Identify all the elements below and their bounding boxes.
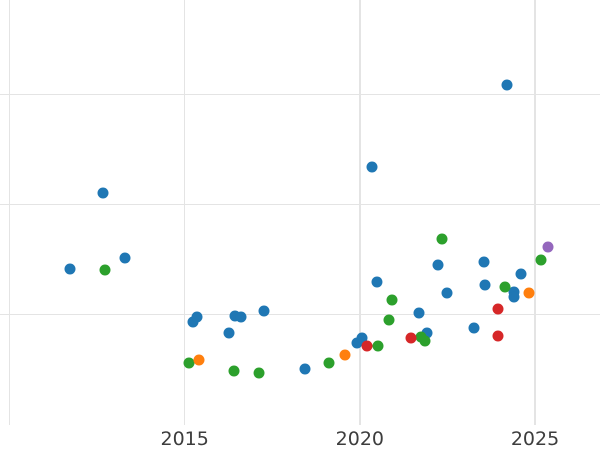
scatter-point-blue: [235, 311, 247, 323]
scatter-point-blue: [468, 322, 480, 334]
scatter-point-green: [253, 367, 265, 379]
scatter-point-blue: [478, 256, 490, 268]
scatter-point-blue: [501, 79, 513, 91]
x-tick-label: 2015: [160, 428, 209, 450]
scatter-point-green: [99, 264, 111, 276]
scatter-point-purple: [542, 241, 554, 252]
scatter-point-blue: [441, 287, 453, 299]
scatter-point-blue: [119, 252, 131, 263]
scatter-point-blue: [421, 327, 433, 339]
scatter-point-green: [386, 294, 398, 306]
scatter-point-blue: [356, 332, 368, 344]
scatter-point-blue: [258, 305, 270, 317]
scatter-point-green: [228, 365, 240, 377]
scatter-point-blue: [229, 310, 241, 322]
scatter-point-blue: [508, 291, 520, 303]
scatter-point-blue: [351, 337, 363, 349]
scatter-point-blue: [432, 259, 444, 271]
scatter-point-blue: [371, 276, 383, 288]
scatter-point-orange: [523, 287, 535, 299]
scatter-point-orange: [193, 354, 205, 366]
x-gridline: [8, 0, 11, 425]
x-gridline: [184, 0, 186, 425]
scatter-point-green: [499, 281, 511, 293]
y-gridline: [0, 314, 600, 316]
scatter-point-blue: [299, 363, 311, 375]
scatter-point-red: [361, 340, 373, 351]
scatter-point-blue: [187, 316, 199, 328]
scatter-point-blue: [191, 311, 203, 323]
y-gridline: [0, 94, 600, 96]
x-gridline: [359, 0, 361, 425]
scatter-point-green: [183, 357, 195, 369]
scatter-point-blue: [64, 263, 76, 274]
scatter-point-blue: [413, 307, 425, 318]
x-tick-label: 2020: [335, 428, 385, 450]
scatter-point-green: [323, 357, 335, 369]
scatter-point-green: [372, 340, 384, 351]
scatter-point-red: [492, 330, 504, 342]
scatter-point-blue: [366, 161, 378, 173]
x-gridline: [534, 0, 536, 425]
scatter-point-green: [535, 254, 547, 266]
x-tick-label: 2025: [510, 428, 560, 450]
scatter-point-green: [419, 335, 431, 347]
scatter-point-blue: [97, 187, 109, 199]
scatter-point-orange: [339, 349, 351, 361]
scatter-point-red: [405, 332, 417, 344]
scatter-point-green: [436, 233, 448, 245]
scatter-point-blue: [479, 279, 491, 291]
scatter-point-green: [383, 314, 395, 326]
scatter-point-blue: [515, 268, 527, 280]
scatter-point-blue: [223, 327, 235, 339]
scatter-point-red: [492, 303, 504, 315]
y-gridline: [0, 204, 600, 206]
